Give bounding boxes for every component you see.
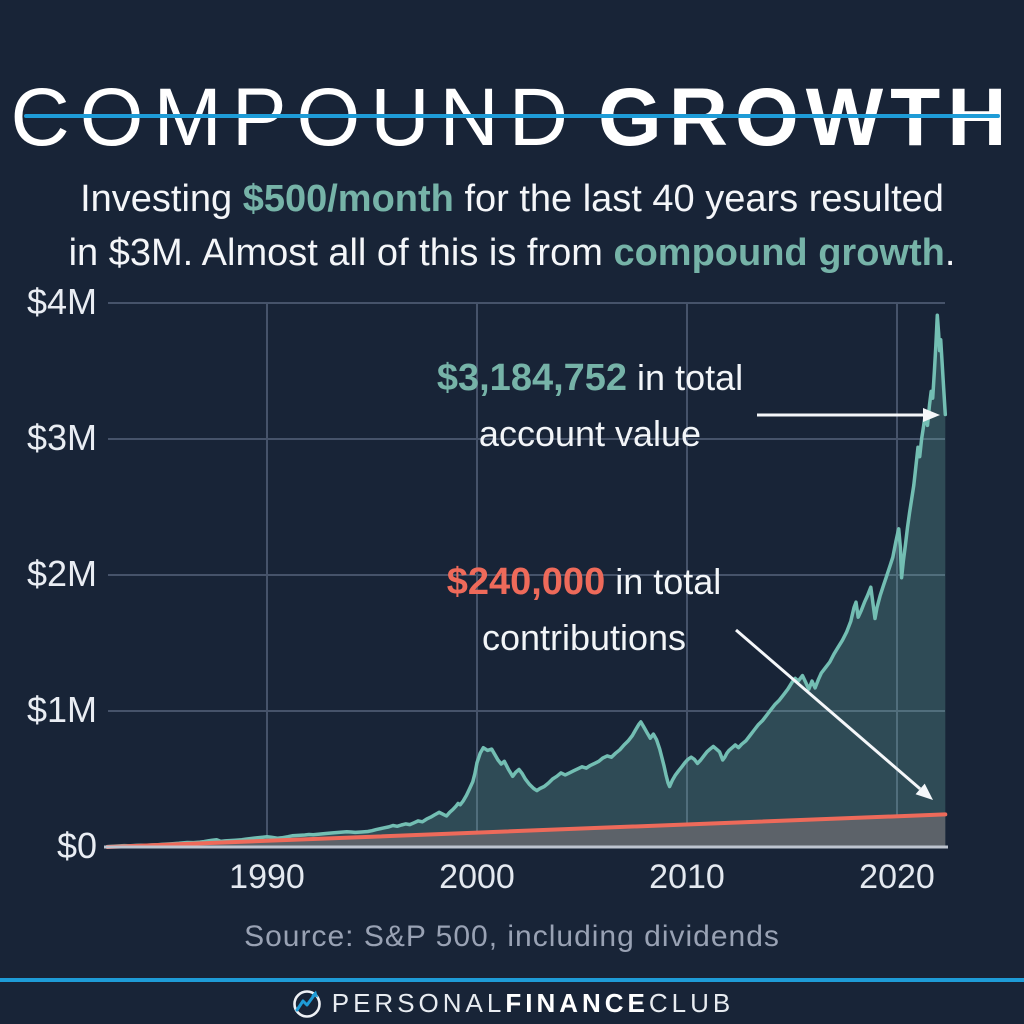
account-value-amount: $3,184,752 <box>436 357 628 399</box>
account-value-area <box>107 315 946 847</box>
account-value-line <box>105 313 948 849</box>
y-tick-label: $0 <box>56 825 97 866</box>
y-tick-label: $1M <box>26 689 97 730</box>
contributions-line <box>105 812 948 849</box>
subtitle-text: in $3M. Almost all of this is from <box>68 232 614 274</box>
brand-finance: FINANCE <box>505 987 649 1018</box>
footer-brand: PERSONALFINANCECLUB <box>0 982 1024 1024</box>
contributions-line1: $240,000 in total <box>344 554 824 610</box>
subtitle-highlight-500-month: $500/month <box>242 178 454 220</box>
x-tick-label: 2010 <box>649 858 725 896</box>
contributions-amount: $240,000 <box>446 561 606 603</box>
contributions-text: in total <box>605 561 722 602</box>
brand-personal: PERSONAL <box>331 987 506 1018</box>
footer-divider <box>0 978 1024 982</box>
account-value-line2: account value <box>478 413 702 454</box>
account-value-text: in total <box>627 357 744 398</box>
account-value-arrow-head <box>923 408 940 422</box>
contributions-line2: contributions <box>481 617 687 658</box>
title-underline <box>24 114 1000 118</box>
y-tick-label: $3M <box>26 417 97 458</box>
account-value-annotation: $3,184,752 in total account value <box>350 350 830 462</box>
subtitle-text: Investing <box>80 178 243 220</box>
x-tick-label: 2020 <box>859 858 935 896</box>
subtitle-text: . <box>944 232 956 274</box>
y-tick-label: $2M <box>26 553 97 594</box>
brand-club: CLUB <box>648 987 735 1018</box>
contributions-arrow <box>735 628 922 791</box>
y-tick-label: $4M <box>26 281 97 322</box>
contributions-arrow-head <box>915 783 933 800</box>
source-note: Source: S&P 500, including dividends <box>244 920 780 953</box>
x-tick-label: 2000 <box>439 858 515 896</box>
brand-text: PERSONALFINANCECLUB <box>332 988 735 1019</box>
account-value-line1: $3,184,752 in total <box>350 350 830 406</box>
personal-finance-club-logo-icon <box>292 990 321 1018</box>
subtitle: Investing $500/month for the last 40 yea… <box>32 172 992 280</box>
contributions-annotation: $240,000 in total contributions <box>344 554 824 666</box>
subtitle-text: for the last 40 years resulted <box>453 178 944 220</box>
subtitle-highlight-compound-growth: compound growth <box>613 232 945 274</box>
x-tick-label: 1990 <box>229 858 305 896</box>
